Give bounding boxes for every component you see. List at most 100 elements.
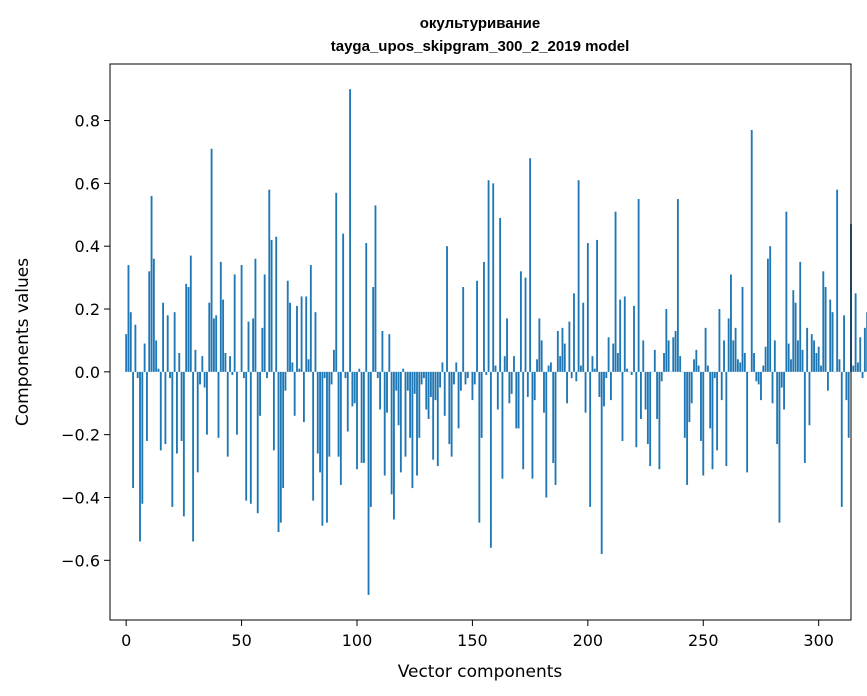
bar	[501, 371, 504, 479]
bar	[676, 199, 679, 372]
bar	[711, 371, 714, 470]
bar	[192, 371, 195, 542]
bar	[427, 371, 430, 419]
bar	[679, 356, 682, 372]
y-axis-label: Components values	[13, 258, 33, 426]
bar	[704, 327, 707, 372]
bar	[808, 371, 811, 426]
bar	[418, 371, 421, 438]
bar	[443, 371, 446, 416]
bar	[263, 274, 266, 372]
bar	[462, 287, 465, 372]
bar	[667, 340, 670, 372]
bar	[660, 371, 663, 382]
bar	[143, 343, 146, 372]
bar	[480, 371, 483, 438]
bar	[208, 302, 211, 372]
bar	[231, 371, 234, 375]
bar	[483, 261, 485, 372]
bar	[268, 189, 271, 372]
bar	[425, 371, 428, 410]
bar	[282, 371, 285, 489]
bar	[730, 274, 732, 372]
bar	[365, 243, 368, 372]
x-tick-label: 300	[803, 631, 834, 650]
bar	[693, 359, 695, 372]
bar	[803, 371, 806, 463]
bar	[640, 371, 642, 419]
bar	[838, 359, 841, 372]
x-tick-label: 0	[121, 631, 131, 650]
bar	[146, 371, 148, 441]
bar	[150, 195, 153, 372]
bar	[605, 371, 608, 379]
bar	[305, 296, 308, 372]
bar	[531, 371, 534, 479]
bar	[127, 265, 130, 372]
bar	[416, 371, 418, 476]
bar	[199, 371, 201, 385]
bar	[610, 371, 612, 401]
bar	[141, 371, 144, 504]
bar	[390, 371, 393, 495]
bar	[718, 309, 721, 372]
y-tick-label: 0.6	[75, 174, 100, 193]
bar	[607, 337, 610, 372]
bar	[702, 371, 705, 476]
bar	[503, 356, 506, 372]
bar	[293, 371, 296, 416]
bar	[773, 340, 776, 372]
bar	[642, 340, 645, 372]
bar	[734, 327, 737, 372]
bar	[543, 371, 545, 413]
bar	[374, 205, 377, 372]
bar	[233, 274, 236, 372]
bar	[157, 368, 160, 372]
bar	[757, 371, 760, 385]
bar	[300, 296, 303, 372]
bar	[182, 371, 185, 517]
bar	[296, 305, 298, 372]
bar	[148, 271, 151, 372]
bar	[683, 371, 686, 438]
bar	[256, 371, 259, 514]
bar	[494, 365, 497, 372]
bar	[496, 371, 499, 410]
bar	[176, 371, 178, 454]
bar	[206, 371, 208, 435]
bar	[485, 371, 488, 375]
bar	[796, 340, 799, 372]
bar	[623, 296, 626, 372]
bar	[270, 239, 273, 372]
bar	[817, 346, 820, 372]
bar	[559, 356, 562, 372]
bar	[736, 359, 739, 372]
bar	[519, 271, 522, 372]
bar	[409, 371, 412, 438]
x-tick-label: 250	[688, 631, 719, 650]
bar	[538, 318, 541, 372]
bar	[857, 362, 859, 372]
bar	[450, 371, 453, 457]
chart-title: окультуривание	[420, 15, 540, 32]
bar	[536, 359, 538, 372]
y-tick-label: 0.2	[75, 300, 100, 319]
y-tick-label: −0.6	[61, 551, 100, 570]
bar	[344, 371, 347, 379]
bar	[330, 371, 333, 385]
bar	[709, 371, 712, 429]
bar	[164, 371, 167, 445]
bar	[741, 287, 744, 372]
bar	[656, 371, 659, 419]
bar	[780, 371, 783, 388]
bar	[720, 371, 723, 401]
bar	[794, 302, 797, 372]
bar	[363, 371, 365, 463]
bar	[778, 371, 781, 523]
bar	[522, 371, 525, 470]
bar	[210, 148, 213, 372]
bar	[323, 371, 326, 379]
bar	[259, 371, 261, 416]
bar	[566, 371, 568, 404]
